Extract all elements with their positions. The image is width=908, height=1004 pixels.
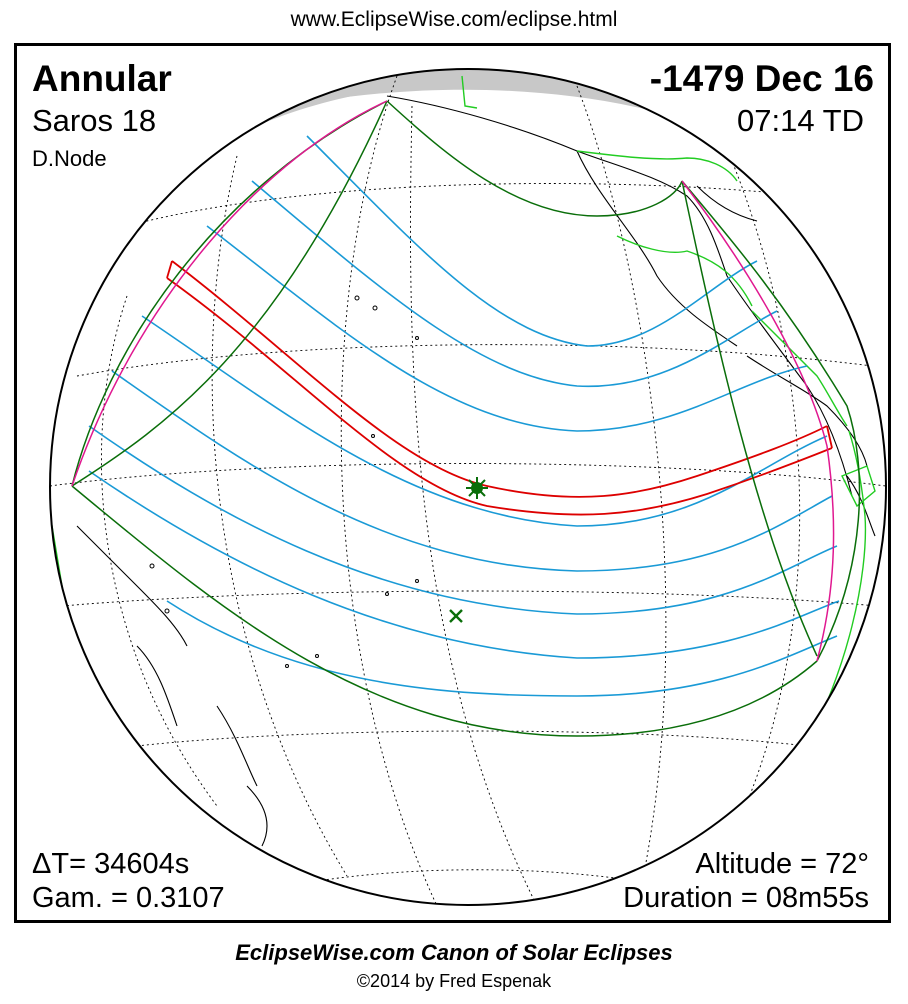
eclipse-type: Annular xyxy=(32,58,172,99)
altitude-value: Altitude = 72° xyxy=(695,848,869,880)
x-cross-icon xyxy=(449,609,463,623)
graticule xyxy=(50,75,886,905)
copyright-notice: ©2014 by Fred Espenak xyxy=(356,971,552,991)
canon-title: EclipseWise.com Canon of Solar Eclipses xyxy=(235,940,673,965)
globe-outline xyxy=(49,68,887,906)
central-path xyxy=(166,260,833,516)
eclipse-date: -1479 Dec 16 xyxy=(649,58,874,99)
eclipse-time: 07:14 TD xyxy=(737,103,864,138)
eclipse-map-panel: Annular -1479 Dec 16 Saros 18 07:14 TD D… xyxy=(14,43,891,923)
gamma-value: Gam. = 0.3107 xyxy=(32,882,225,914)
star-burst-icon xyxy=(466,477,488,499)
site-url[interactable]: www.EclipseWise.com/eclipse.html xyxy=(290,8,618,31)
rise-set-curves xyxy=(71,100,835,662)
eclipse-globe-map xyxy=(49,68,887,906)
coastlines xyxy=(76,95,876,847)
eclipse-boundaries xyxy=(71,100,861,737)
node-label: D.Node xyxy=(32,146,107,171)
saros-label: Saros 18 xyxy=(32,103,157,138)
duration-value: Duration = 08m55s xyxy=(623,882,869,914)
delta-t-value: ΔT= 34604s xyxy=(32,848,190,880)
islands xyxy=(149,295,419,668)
